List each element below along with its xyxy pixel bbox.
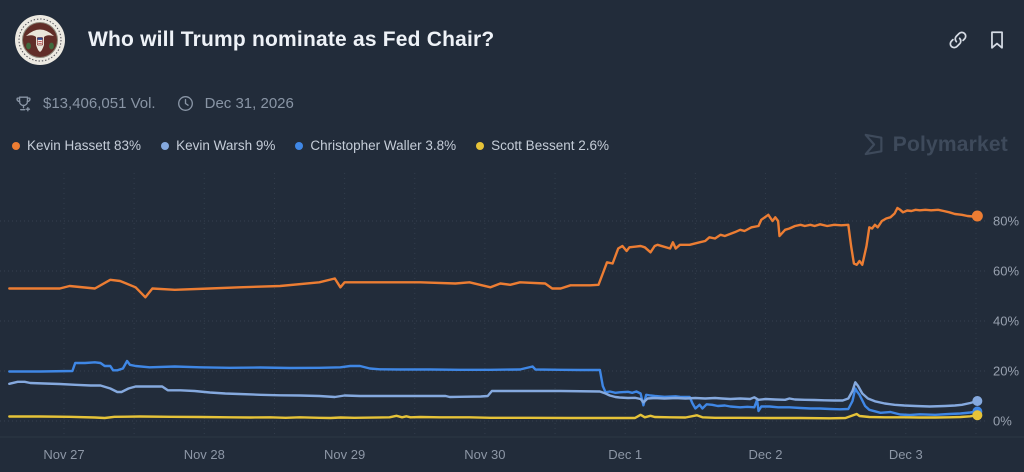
legend-label: Kevin Warsh 9% [176,138,276,153]
federal-reserve-seal-logo [15,15,65,65]
x-axis-label: Nov 28 [184,447,225,462]
legend-item-1: Kevin Hassett 83% [12,138,141,153]
series-endpoint-kevin-warsh [972,396,983,406]
legend-item-2: Kevin Warsh 9% [161,138,275,153]
trophy-icon [16,96,31,112]
series-line-kevin-warsh [8,380,979,408]
legend-label: Kevin Hassett 83% [27,138,142,153]
y-axis-label: 0% [993,414,1012,429]
copy-link-icon[interactable] [947,29,969,51]
legend-dot [12,141,20,150]
header: Who will Trump nominate as Fed Chair? [14,14,1008,66]
legend-dot [161,141,170,150]
x-axis-label: Dec 3 [889,447,923,462]
x-axis-label: Nov 29 [324,447,365,462]
y-axis-label: 40% [993,314,1019,329]
market-title: Who will Trump nominate as Fed Chair? [88,28,495,51]
series-endpoint-kevin-hassett [971,210,983,222]
polymarket-watermark: Polymarket [860,132,1008,157]
series-line-christopher-waller [8,359,979,417]
y-axis-label: 60% [993,264,1019,279]
legend-label: Christopher Waller 3.8% [310,138,457,153]
price-chart[interactable]: 0% 20% 40% 60% 80% Nov 27 Nov 28 Nov 29 Nov 30 De… [0,165,1024,472]
polymarket-wordmark: Polymarket [892,132,1008,156]
chart-legend: Kevin Hassett 83% Kevin Warsh 9% Christoph… [12,138,609,153]
legend-item-4: Scott Bessent 2.6% [476,138,609,153]
x-axis-label: Nov 30 [464,447,505,462]
volume-text: $13,406,051 Vol. [43,95,156,112]
stats-row: $13,406,051 Vol. Dec 31, 2026 [14,94,294,113]
x-axis-label: Dec 2 [749,447,783,462]
polymarket-logo-icon [864,133,883,156]
legend-item-3: Christopher Waller 3.8% [295,138,456,153]
legend-dot [476,141,485,150]
clock-icon [177,96,193,111]
x-axis-label: Nov 27 [43,447,84,462]
y-axis-label: 80% [993,214,1019,229]
bookmark-icon[interactable] [986,29,1008,51]
end-date-text: Dec 31, 2026 [204,95,294,112]
legend-label: Scott Bessent 2.6% [491,138,609,153]
series-line-scott-bessent [8,412,979,420]
y-axis-label: 20% [993,364,1019,379]
series-line-kevin-hassett [8,206,979,299]
x-axis-label: Dec 1 [608,447,642,462]
header-actions [947,29,1008,51]
series-endpoint-scott-bessent [972,410,983,421]
legend-dot [295,141,304,150]
